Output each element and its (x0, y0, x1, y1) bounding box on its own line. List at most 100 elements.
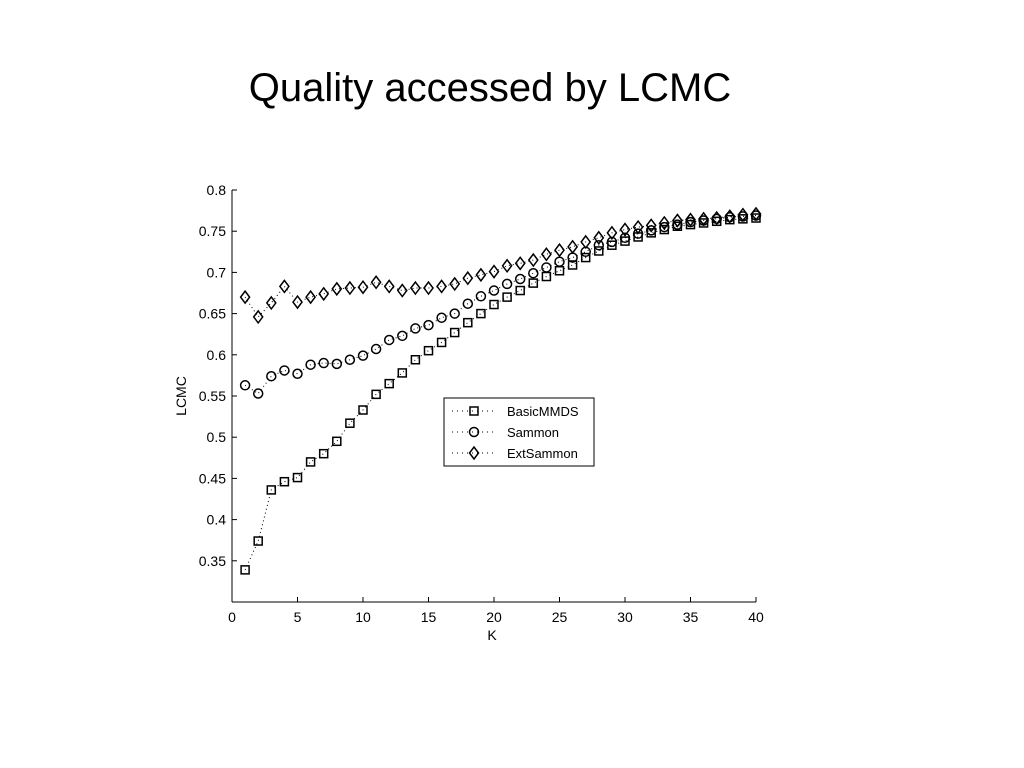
data-point-basicmmds (646, 228, 656, 238)
data-point-sammon (632, 228, 644, 239)
series-sammon (239, 210, 762, 399)
data-point-extsammon (514, 256, 526, 271)
data-point-extsammon (671, 213, 683, 228)
x-tick-label: 40 (748, 609, 764, 625)
legend-label: Sammon (507, 425, 559, 440)
legend-item-basicmmds: BasicMMDS (452, 404, 579, 419)
y-tick-label: 0.55 (199, 388, 226, 404)
data-point-sammon (488, 285, 500, 296)
data-point-basicmmds (279, 476, 290, 487)
data-point-basicmmds (384, 378, 394, 389)
data-point-sammon (462, 298, 474, 309)
x-tick-label: 5 (294, 609, 302, 625)
data-point-extsammon (462, 270, 474, 286)
chart-series (239, 206, 762, 575)
data-point-sammon (449, 308, 460, 319)
data-point-sammon (659, 221, 670, 233)
data-point-sammon (606, 236, 618, 248)
data-point-basicmmds (305, 457, 316, 467)
data-point-basicmmds (240, 565, 250, 575)
data-point-sammon (554, 256, 565, 267)
data-point-sammon (410, 323, 421, 334)
data-point-sammon (370, 343, 382, 355)
x-axis-label: K (487, 627, 497, 643)
data-point-extsammon (252, 309, 264, 325)
data-point-basicmmds (463, 317, 473, 328)
data-point-extsammon (750, 206, 762, 222)
data-point-basicmmds (345, 418, 355, 428)
y-tick-label: 0.7 (207, 264, 227, 280)
data-point-sammon (514, 273, 526, 285)
y-axis-label: LCMC (173, 376, 189, 416)
data-point-extsammon (606, 225, 618, 241)
y-tick-label: 0.5 (207, 429, 227, 445)
data-point-extsammon (724, 209, 736, 224)
data-point-extsammon (278, 279, 290, 294)
data-point-basicmmds (292, 472, 303, 483)
data-point-extsammon (593, 230, 605, 246)
data-point-extsammon (527, 252, 539, 268)
data-point-basicmmds (567, 260, 578, 270)
series-extsammon (239, 206, 762, 325)
series-basicmmds (240, 213, 761, 575)
y-tick-label: 0.65 (199, 306, 226, 322)
legend-item-sammon: Sammon (452, 425, 559, 440)
data-point-basicmmds (253, 536, 263, 546)
data-point-sammon (383, 334, 395, 346)
data-point-extsammon (554, 242, 565, 258)
data-point-sammon (279, 365, 290, 376)
data-point-extsammon (658, 215, 670, 231)
data-point-sammon (318, 357, 329, 369)
data-point-sammon (305, 359, 316, 370)
data-point-sammon (528, 267, 539, 279)
data-point-sammon (344, 354, 356, 365)
legend-marker-diamond (468, 445, 480, 461)
data-point-extsammon (501, 258, 513, 274)
data-point-sammon (331, 358, 343, 370)
data-point-extsammon (396, 283, 408, 298)
legend-item-extsammon: ExtSammon (452, 445, 578, 461)
x-tick-label: 30 (617, 609, 633, 625)
data-point-sammon (541, 262, 552, 273)
data-point-extsammon (619, 222, 631, 237)
y-tick-label: 0.4 (207, 512, 227, 528)
series-line-extsammon (244, 213, 757, 318)
x-tick-label: 0 (228, 609, 236, 625)
data-point-extsammon (239, 289, 251, 305)
data-point-sammon (593, 239, 605, 251)
data-point-extsammon (370, 275, 382, 290)
legend-label: ExtSammon (507, 446, 578, 461)
legend-label: BasicMMDS (507, 404, 579, 419)
data-point-sammon (672, 219, 683, 230)
y-tick-label: 0.6 (207, 347, 227, 363)
data-point-basicmmds (371, 389, 381, 400)
x-tick-label: 35 (683, 609, 699, 625)
data-point-extsammon (305, 289, 317, 305)
data-point-basicmmds (594, 246, 604, 256)
chart-legend: BasicMMDS Sammon ExtSammon (443, 397, 595, 467)
data-point-extsammon (488, 264, 500, 279)
data-point-extsammon (737, 207, 749, 222)
data-point-basicmmds (515, 285, 525, 296)
data-point-extsammon (423, 280, 434, 296)
x-tick-label: 10 (355, 609, 371, 625)
x-tick-label: 15 (421, 609, 437, 625)
data-point-sammon (239, 380, 251, 391)
data-point-basicmmds (476, 308, 486, 319)
data-point-sammon (252, 388, 264, 399)
data-point-extsammon (580, 234, 592, 250)
data-point-extsammon (436, 279, 448, 294)
data-point-basicmmds (436, 337, 447, 348)
y-tick-label: 0.45 (199, 470, 226, 486)
data-point-extsammon (645, 218, 657, 233)
legend-marker-circle (468, 426, 480, 438)
data-point-sammon (266, 370, 277, 382)
data-point-basicmmds (580, 252, 591, 263)
chart-axes: 0 5 10 15 20 25 30 35 40 0.35 0.4 0.45 0.5 0.55 0.6 0.6… (173, 182, 764, 643)
data-point-extsammon (331, 281, 343, 297)
x-tick-label: 20 (486, 609, 502, 625)
y-tick-label: 0.8 (207, 182, 227, 198)
data-point-sammon (357, 350, 369, 361)
data-point-sammon (423, 319, 434, 331)
